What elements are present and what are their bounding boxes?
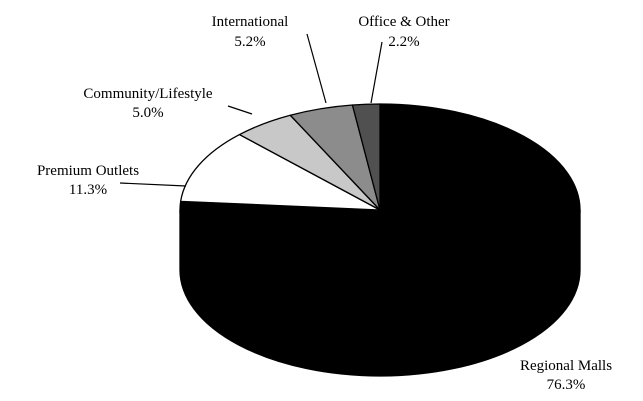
slice-value-community-lifestyle: 5.0% [132,105,163,121]
slice-label-international: International [212,14,289,30]
slice-value-international: 5.2% [234,34,265,50]
leader-line-2 [227,105,253,115]
slice-label-community-lifestyle: Community/Lifestyle [83,86,212,102]
slice-premium-outlets [180,133,381,211]
slice-value-office-other: 2.2% [388,34,419,50]
slice-office-other [351,103,381,211]
leader-line-1 [119,182,187,187]
slice-label-premium-outlets: Premium Outlets [37,163,139,179]
leader-line-4 [370,41,383,104]
pie-slices [179,103,581,377]
slice-value-premium-outlets: 11.3% [69,182,107,198]
leader-line-3 [306,33,327,104]
slice-labels: Regional Malls 76.3% Premium Outlets 11.3% C… [37,14,612,393]
slice-value-regional-malls: 76.3% [547,377,586,393]
slice-label-office-other: Office & Other [358,14,449,30]
leader-lines [119,33,383,187]
slice-label-regional-malls: Regional Malls [520,358,612,374]
